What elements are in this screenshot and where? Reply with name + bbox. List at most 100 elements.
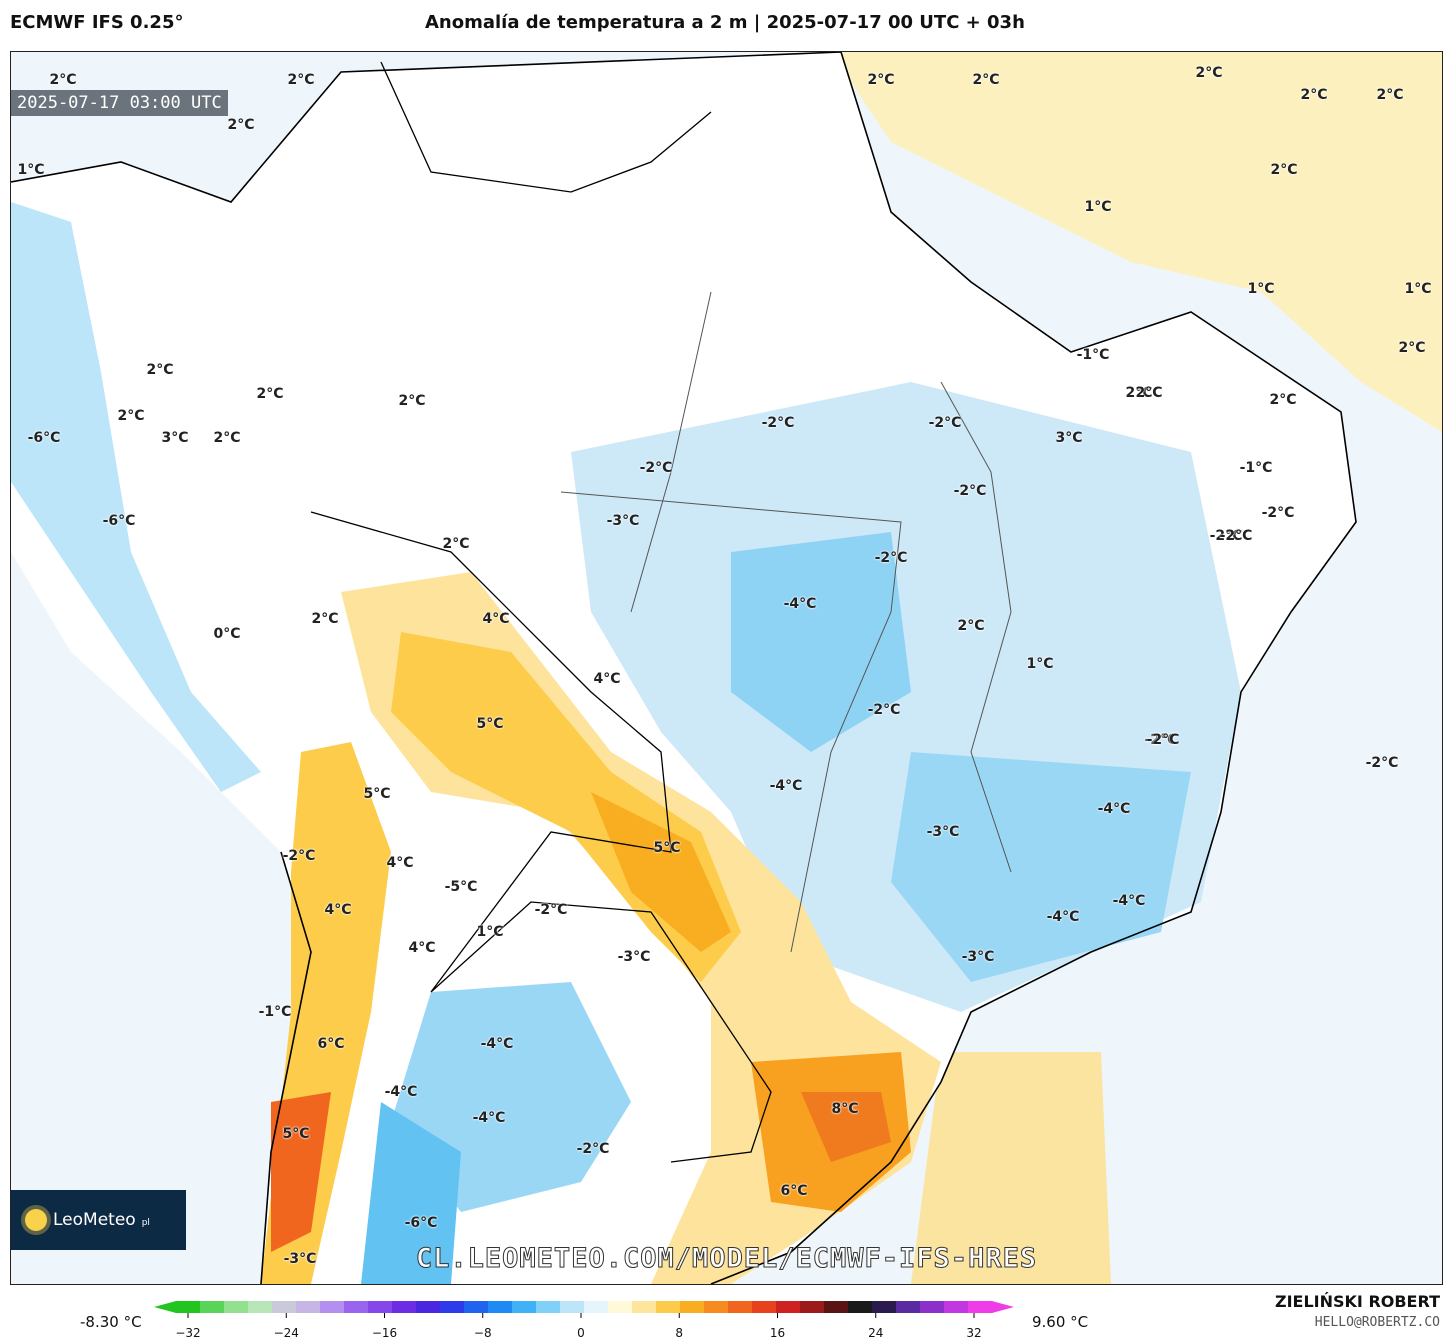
author-email[interactable]: HELLO@ROBERTZ.CO bbox=[1314, 1315, 1440, 1330]
contour-label: -2°C bbox=[282, 848, 316, 864]
contour-label: 5°C bbox=[363, 786, 391, 802]
contour-label: 6°C bbox=[780, 1183, 808, 1199]
logo-text: LeoMeteo bbox=[53, 1210, 136, 1230]
colorbar-segment bbox=[632, 1301, 657, 1313]
contour-label: 3°C bbox=[161, 430, 189, 446]
colorbar-tick-label: 32 bbox=[966, 1326, 982, 1340]
contour-label: 4°C bbox=[324, 902, 352, 918]
contour-label: 5°C bbox=[476, 716, 504, 732]
colorbar-segment bbox=[416, 1301, 441, 1313]
contour-label: -3°C bbox=[606, 513, 640, 529]
colorbar-tick-label: −24 bbox=[273, 1326, 299, 1340]
contour-label: 2°C bbox=[213, 430, 241, 446]
colorbar-tick-label: 16 bbox=[769, 1326, 786, 1340]
contour-label: -3°C bbox=[961, 949, 995, 965]
colorbar-segment bbox=[392, 1301, 417, 1313]
sun-icon bbox=[25, 1209, 47, 1231]
contour-label: -4°C bbox=[769, 778, 803, 794]
contour-label: 2°C bbox=[227, 117, 255, 133]
colorbar-segment bbox=[560, 1301, 585, 1313]
colorbar-segment bbox=[824, 1301, 849, 1313]
contour-label: -6°C bbox=[27, 430, 61, 446]
contour-label: 2°C bbox=[1300, 87, 1328, 103]
model-name: ECMWF IFS 0.25° bbox=[10, 12, 184, 33]
colorbar-tick-label: 24 bbox=[868, 1326, 884, 1340]
contour-label: 2°C bbox=[972, 72, 1000, 88]
contour-label: -4°C bbox=[1046, 909, 1080, 925]
author-name: ZIELIŃSKI ROBERT bbox=[1274, 1292, 1440, 1311]
colorbar-segment bbox=[680, 1301, 705, 1313]
colorbar-segment bbox=[656, 1301, 681, 1313]
contour-label: 2°C bbox=[1376, 87, 1404, 103]
contour-label: -2°C bbox=[639, 460, 673, 476]
contour-label: 2°C bbox=[49, 72, 77, 88]
colorbar-segment bbox=[704, 1301, 729, 1313]
contour-label: 1°C bbox=[1084, 199, 1112, 215]
colorbar-extend-min bbox=[154, 1301, 176, 1313]
colorbar-segment bbox=[776, 1301, 801, 1313]
contour-label: -2°C bbox=[928, 415, 962, 431]
contour-label: -1°C bbox=[258, 1004, 292, 1020]
contour-label: 2°C bbox=[146, 362, 174, 378]
anomaly-map[interactable]: 2025-07-17 03:00 UTC 2°C 2°C 2°C 2°C 2°C… bbox=[10, 51, 1443, 1285]
colorbar-tick-label: 8 bbox=[675, 1326, 684, 1340]
colorbar-tick-label: −32 bbox=[175, 1326, 201, 1340]
contour-label: 2°C bbox=[398, 393, 426, 409]
contour-label: 2°C bbox=[256, 386, 284, 402]
contour-label: -2°C bbox=[1365, 755, 1399, 771]
contour-label: 6°C bbox=[317, 1036, 345, 1052]
contour-label: -2°C bbox=[1261, 505, 1295, 521]
contour-label: 2°C bbox=[1398, 340, 1426, 356]
contour-label: 5°C bbox=[653, 840, 681, 856]
logo-suffix: pl bbox=[141, 1218, 150, 1228]
colorbar-max-label: 9.60 °C bbox=[1032, 1313, 1089, 1331]
colorbar-segment bbox=[896, 1301, 921, 1313]
contour-label: -4°C bbox=[384, 1084, 418, 1100]
colorbar-segment bbox=[488, 1301, 513, 1313]
contour-label: 3°C bbox=[1055, 430, 1083, 446]
contour-label: -4°C bbox=[472, 1110, 506, 1126]
contour-label: 5°C bbox=[282, 1126, 310, 1142]
colorbar-tick-label: −16 bbox=[371, 1326, 398, 1340]
contour-label: -2°C bbox=[534, 902, 568, 918]
colorbar-segment bbox=[176, 1301, 201, 1313]
contour-label: -2°C bbox=[874, 550, 908, 566]
leometeo-logo[interactable]: LeoMeteo pl bbox=[11, 1190, 186, 1250]
contour-label: 1°C bbox=[476, 924, 504, 940]
contour-label: -4°C bbox=[783, 596, 817, 612]
contour-label: 0°C bbox=[213, 626, 241, 642]
contour-label: -2°C bbox=[576, 1141, 610, 1157]
contour-label: -4°C bbox=[480, 1036, 514, 1052]
colorbar-segment bbox=[536, 1301, 561, 1313]
colorbar-segment bbox=[440, 1301, 465, 1313]
contour-label: -2°C bbox=[867, 702, 901, 718]
contour-label: 2°C bbox=[957, 618, 985, 634]
contour-label: 2°C bbox=[1270, 162, 1298, 178]
contour-label: -2°C bbox=[1219, 528, 1253, 544]
colorbar-segment bbox=[728, 1301, 753, 1313]
colorbar-segment bbox=[584, 1301, 609, 1313]
contour-label: -4°C bbox=[1097, 801, 1131, 817]
contour-label: -3°C bbox=[283, 1251, 317, 1267]
contour-label: 4°C bbox=[482, 611, 510, 627]
contour-label: -6°C bbox=[404, 1215, 438, 1231]
colorbar-segment bbox=[320, 1301, 345, 1313]
contour-label: -2°C bbox=[953, 483, 987, 499]
colorbar-segment bbox=[368, 1301, 393, 1313]
contour-label: 2°C bbox=[442, 536, 470, 552]
colorbar-segment bbox=[848, 1301, 873, 1313]
contour-label: -2°C bbox=[1209, 528, 1243, 544]
colorbar-segment bbox=[752, 1301, 777, 1313]
colorbar-tick-label: 0 bbox=[577, 1326, 585, 1340]
colorbar-segment bbox=[872, 1301, 897, 1313]
contour-label: -3°C bbox=[926, 824, 960, 840]
contour-label: 2°C bbox=[867, 72, 895, 88]
contour-label: 2°C bbox=[1125, 385, 1153, 401]
colorbar-segment bbox=[344, 1301, 369, 1313]
contour-label: 2°C bbox=[1135, 385, 1163, 401]
contour-label: 2°C bbox=[1195, 65, 1223, 81]
source-watermark: CL.LEOMETEO.COM/MODEL/ECMWF-IFS-HRES bbox=[415, 1243, 1038, 1275]
contour-label: -1°C bbox=[1239, 460, 1273, 476]
contour-label: -2°C bbox=[1144, 732, 1178, 748]
colorbar-extend-max bbox=[992, 1301, 1014, 1313]
